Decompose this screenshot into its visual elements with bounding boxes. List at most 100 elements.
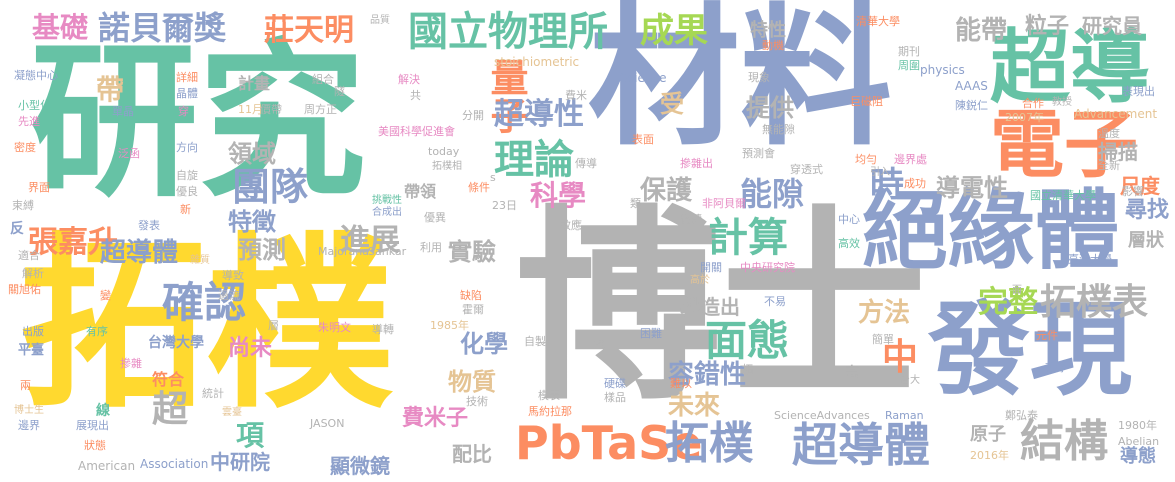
- word-zhongyanyuan: 中研院: [210, 450, 270, 474]
- word-biaomian: 表面: [632, 133, 654, 146]
- word-chengguo: 成果: [640, 11, 708, 51]
- word-bo: 波: [594, 337, 605, 350]
- word-yuanzi: 原子: [970, 424, 1006, 445]
- word-dai: 帶: [96, 73, 125, 106]
- word-daozhuan: 導轉: [372, 323, 394, 336]
- word-yinru: 引入: [870, 167, 890, 178]
- word-xiangxi: 詳細: [176, 71, 198, 84]
- word-zhouwei: 周圍: [898, 59, 920, 72]
- word-jiemian: 界面: [28, 181, 50, 194]
- word-zizhi: 自製: [524, 335, 546, 348]
- word-zhoufangzheng: 周方正: [304, 103, 337, 116]
- word-feimi: 費米: [565, 89, 587, 102]
- word-xianjin: 先進: [18, 115, 40, 128]
- word-wuzhi: 物質: [448, 368, 496, 396]
- word-cengzhuang: 層狀: [1128, 230, 1164, 251]
- word-jichu: 基礎: [32, 11, 89, 44]
- word-zhumingwen: 朱明文: [318, 321, 351, 334]
- word-junyun: 均勻: [855, 153, 877, 166]
- word-tigong: 提供: [746, 94, 794, 122]
- word-yanjiu: 研究: [30, 24, 366, 220]
- word-shi: 時: [870, 165, 904, 205]
- word-today: today: [428, 145, 460, 158]
- word-daodianxing: 導電性: [936, 174, 1008, 202]
- word-guoli-wulisuo: 國立物理所: [408, 9, 608, 55]
- word-jisuan: 計算: [708, 215, 788, 261]
- word-chuban: 出版: [22, 325, 44, 338]
- word-zhangjiasheng: 張嘉升: [28, 225, 118, 260]
- word-yuanjian: 元件: [1036, 329, 1058, 342]
- word-xunzhao: 尋找: [1125, 198, 1170, 223]
- word-jiadai: 價帶: [260, 103, 282, 116]
- word-jingti: 晶體: [176, 87, 198, 100]
- word-danjing: 單晶: [112, 105, 134, 118]
- word-nanyi: 難以: [670, 377, 692, 390]
- word-majorana: Majorana: [318, 245, 369, 258]
- word-fangxiang: 方向: [176, 141, 198, 154]
- word-zazhi: 雜質: [190, 255, 210, 266]
- word-chenruiren: 陳鋭仁: [955, 99, 988, 112]
- word-zhuangtai: 狀態: [84, 439, 106, 452]
- word-texing: 特性: [750, 20, 786, 41]
- word-shihe: 適合: [18, 249, 40, 262]
- word-buyi: 不易: [764, 295, 786, 308]
- word-jiegou: 結構: [1020, 416, 1108, 467]
- word-tuopu-bottom: 拓樸: [665, 418, 753, 469]
- word-canza: 摻雜: [120, 357, 142, 370]
- word-lei: 類: [630, 197, 641, 210]
- word-taiwandaxue: 台灣大學: [148, 335, 204, 351]
- word-chidu: 尺度: [1120, 174, 1160, 198]
- word-xiang: 項: [236, 419, 265, 452]
- word-baohu: 保護: [640, 176, 693, 206]
- word-bianjie: 邊界: [18, 419, 40, 432]
- word-zhong: 中: [882, 337, 919, 378]
- word-yingdie: 硬碟: [604, 377, 626, 390]
- word-ningtai-zhongxin: 凝態中心: [14, 69, 58, 82]
- word-shiyan: 實驗: [448, 238, 496, 266]
- word-guoli-qinghua: 國立清華大學: [1030, 189, 1096, 202]
- word-kunnan: 困難: [640, 327, 662, 340]
- word-nuobeier: 諾貝爾獎: [98, 9, 227, 47]
- word-taiwan-daxue2: 臺灣大學: [1068, 253, 1112, 266]
- word-fanhan: 泛函: [118, 147, 140, 160]
- word-tiaozhanxing: 挑戰性: [372, 195, 402, 206]
- word-qinghua: 清華大學: [856, 15, 900, 28]
- word-nengxi: 能隙: [740, 175, 805, 213]
- word-science: Science: [620, 71, 667, 85]
- word-tuopubiao: 拓樸表: [1040, 282, 1149, 323]
- word-abelian: Abelian: [1118, 435, 1160, 448]
- word-aaas: AAAS: [955, 79, 988, 93]
- word-xiaoxinghua: 小型化: [18, 99, 51, 112]
- word-jiandan: 簡單: [872, 333, 894, 346]
- word-chaodaoti-bottom: 超導體: [792, 418, 930, 472]
- word-youxu: 有序: [86, 325, 108, 338]
- word-yucehui: 預測會: [742, 147, 775, 160]
- word-gong: 共: [410, 89, 421, 102]
- word-xian: 線: [96, 403, 110, 419]
- word-ceng: 層: [268, 319, 279, 332]
- word-chaodaoti-left: 超導體: [100, 238, 179, 268]
- word-biaoxianchu: 表現出: [1122, 85, 1155, 98]
- word-quexian: 缺陷: [460, 289, 482, 302]
- word-quanxin: 全新: [1098, 159, 1120, 172]
- word-jinzhan: 進展: [340, 223, 400, 258]
- word-shufu: 束縛: [12, 199, 34, 212]
- word-weilai: 未來: [668, 391, 721, 421]
- word-faxian: 發現: [928, 291, 1132, 410]
- word-bianjiechu: 邊界處: [894, 153, 927, 166]
- word-tuandui: 團隊: [232, 165, 309, 209]
- word-zhuangtianming: 莊天明: [264, 13, 354, 48]
- word-youyi: 優異: [424, 211, 446, 224]
- word-feiabeier: 非阿貝爾: [702, 197, 746, 210]
- word-zhizaochu: 製造出: [680, 295, 740, 319]
- word-liang: 兩: [20, 379, 31, 392]
- word-huoer: 霍爾: [462, 303, 484, 316]
- word-fangfa: 方法: [858, 298, 911, 328]
- word-2007: 2007年: [1005, 111, 1044, 124]
- word-daotai: 導態: [1120, 446, 1156, 467]
- word-tuopuxiang: 拓樸相: [432, 161, 462, 172]
- word-2016: 2016年: [970, 449, 1009, 462]
- word-feimizi: 費米子: [402, 406, 469, 431]
- word-lizi: 粒子: [1025, 14, 1070, 39]
